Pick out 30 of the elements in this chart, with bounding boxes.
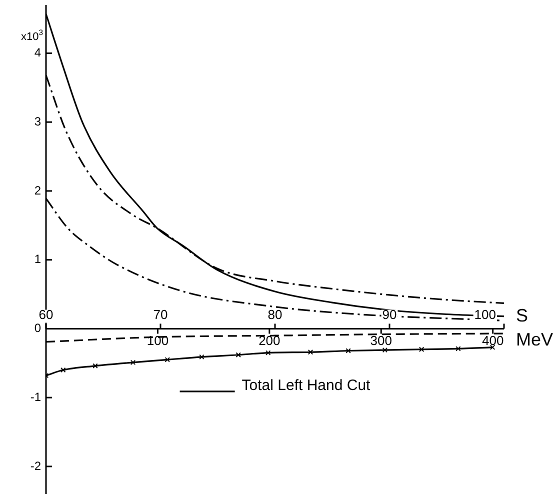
point [346, 348, 351, 354]
x-tick-label: 100 [474, 306, 496, 322]
point [456, 346, 461, 352]
y-tick-label: 0 [34, 321, 42, 336]
x2-tick-label: 300 [370, 332, 392, 348]
x-tick-label: 70 [153, 306, 168, 322]
point [266, 350, 271, 356]
x2-tick-label: 400 [482, 332, 504, 348]
point [236, 352, 241, 358]
point [382, 347, 388, 353]
y-tick-label: -1 [30, 390, 42, 404]
point [92, 363, 98, 369]
x-tick-label: 60 [38, 306, 54, 322]
x-axis-title: S [516, 306, 528, 326]
y-tick-label: 1 [34, 252, 42, 266]
point [130, 360, 136, 366]
x-tick-label: 80 [268, 306, 282, 322]
x-tick-label: 90 [382, 306, 397, 322]
x2-tick-label: 200 [258, 332, 280, 348]
y-tick-label: 2 [34, 183, 42, 198]
x2-axis-title: MeV [516, 330, 554, 350]
point [60, 367, 66, 373]
y-tick-label: -2 [30, 458, 42, 473]
legend-label: Total Left Hand Cut [242, 377, 372, 394]
y-tick-label: 4 [34, 46, 42, 60]
point [308, 350, 314, 355]
point [164, 357, 170, 362]
point [199, 354, 204, 360]
y-tick-label: 3 [34, 114, 42, 128]
point [418, 346, 424, 352]
